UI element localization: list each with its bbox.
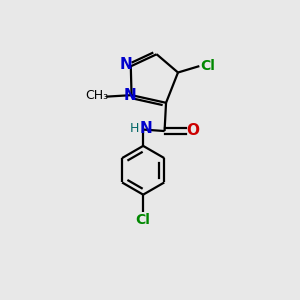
Text: CH₃: CH₃ xyxy=(85,89,108,102)
Text: Cl: Cl xyxy=(200,58,215,73)
Text: N: N xyxy=(139,121,152,136)
Text: O: O xyxy=(186,123,199,138)
Text: N: N xyxy=(120,57,133,72)
Text: N: N xyxy=(124,88,136,103)
Text: Cl: Cl xyxy=(136,213,151,227)
Text: H: H xyxy=(130,122,139,135)
